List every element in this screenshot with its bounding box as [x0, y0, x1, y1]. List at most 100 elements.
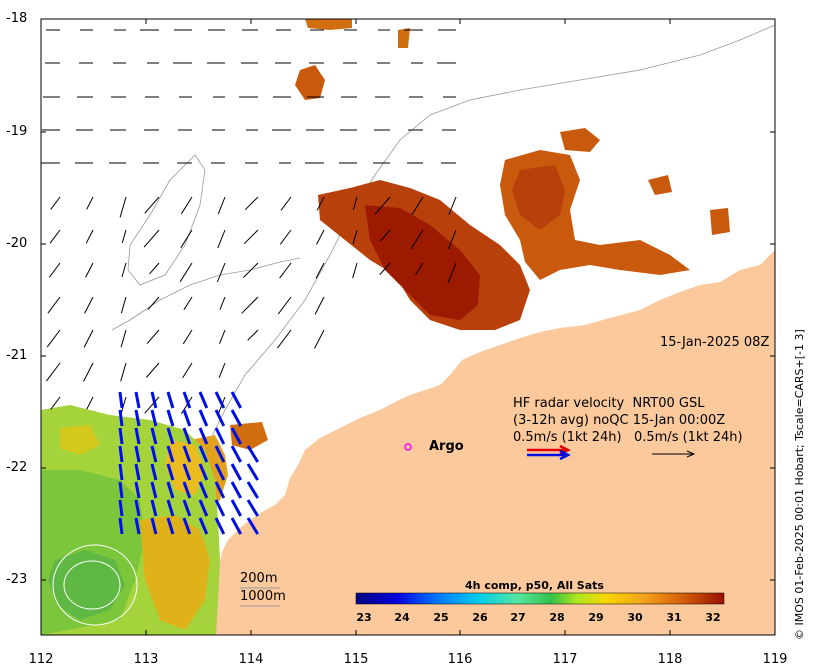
current-vector — [415, 262, 424, 276]
radar-vector — [198, 409, 209, 427]
current-vector — [180, 196, 193, 215]
axis-ticks — [40, 18, 776, 635]
lat-tick-label: -18 — [6, 11, 28, 26]
lon-tick-label: 117 — [552, 652, 578, 667]
colorbar-tick: 28 — [549, 611, 565, 624]
radar-vector — [214, 409, 226, 427]
radar-vector — [134, 445, 141, 463]
current-vector — [247, 329, 259, 341]
radar-vector — [230, 445, 243, 463]
radar-vector — [182, 445, 192, 463]
isobath-1000m — [111, 257, 301, 331]
radar-vector — [214, 391, 226, 409]
radar-vector — [246, 481, 259, 499]
radar-vector — [150, 445, 158, 463]
radar-vector — [134, 463, 141, 481]
current-vector — [86, 396, 94, 410]
lon-tick-label: 116 — [447, 652, 473, 667]
radar-vector — [150, 427, 158, 445]
radar-vector — [150, 463, 158, 481]
colorbar-tick: 27 — [510, 611, 526, 624]
current-vector — [379, 262, 391, 276]
lat-tick-label: -20 — [6, 236, 28, 251]
radar-vector — [198, 499, 209, 517]
radar-vector — [118, 463, 124, 481]
radar-vector — [230, 427, 243, 445]
credit-text: © IMOS 01-Feb-2025 00:01 Hobart; Tscale=… — [793, 329, 806, 640]
current-vector — [182, 329, 193, 345]
current-vector — [182, 362, 193, 379]
current-vector — [47, 296, 61, 314]
radar-vector — [214, 445, 226, 463]
radar-legend-line: 0.5m/s (1kt 24h) 0.5m/s (1kt 24h) — [513, 430, 743, 445]
argo-label: Argo — [429, 439, 464, 454]
colorbar-tick: 31 — [666, 611, 682, 624]
plot-frame — [40, 18, 776, 636]
lat-tick-label: -21 — [6, 348, 28, 363]
current-vector — [149, 262, 160, 275]
current-vector — [352, 196, 358, 211]
current-vector — [48, 262, 61, 278]
current-vector — [243, 262, 259, 278]
current-vector — [447, 229, 457, 250]
colorbar — [355, 592, 725, 605]
lat-tick-label: -19 — [6, 124, 28, 139]
radar-vector — [230, 481, 243, 499]
sst-patches — [41, 19, 730, 635]
legend-arrowhead-black — [686, 450, 696, 458]
radar-vector — [118, 517, 124, 535]
radar-legend: HF radar velocity NRT00 GSL (3-12h avg) … — [513, 395, 743, 446]
current-vector — [410, 229, 424, 250]
current-vector — [277, 296, 292, 315]
radar-vector — [182, 481, 192, 499]
radar-vector — [230, 463, 243, 481]
current-vectors — [41, 29, 457, 418]
current-vector — [315, 262, 325, 279]
radar-vector — [246, 517, 259, 535]
lon-tick-label: 113 — [133, 652, 159, 667]
radar-vector — [166, 463, 175, 481]
current-vector — [119, 196, 127, 218]
current-vector — [447, 262, 457, 284]
colorbar-title: 4h comp, p50, All Sats — [465, 579, 604, 592]
current-vector — [50, 196, 61, 210]
current-vector — [217, 196, 226, 215]
radar-vector — [118, 409, 124, 427]
radar-vector — [150, 499, 158, 517]
current-vector — [85, 262, 94, 278]
current-vector — [279, 229, 292, 245]
radar-vector — [118, 499, 124, 517]
radar-vector — [246, 463, 259, 481]
radar-vector — [246, 499, 259, 517]
radar-vector — [150, 409, 158, 427]
current-vector — [120, 329, 127, 348]
radar-vector — [246, 445, 259, 463]
current-vector — [352, 262, 358, 279]
radar-vector — [214, 463, 226, 481]
current-vector — [121, 229, 127, 244]
colorbar-tick: 26 — [472, 611, 488, 624]
current-vector — [46, 362, 61, 382]
radar-vector — [134, 517, 141, 535]
current-vector — [314, 329, 325, 349]
radar-vector — [182, 391, 192, 409]
current-vector — [85, 229, 94, 244]
radar-vector — [198, 391, 209, 409]
radar-vector — [198, 445, 209, 463]
lon-tick-label: 119 — [762, 652, 788, 667]
radar-vector — [198, 427, 209, 445]
radar-vector — [118, 391, 124, 409]
radar-vector — [214, 499, 226, 517]
current-vector — [316, 196, 325, 211]
current-vector — [316, 229, 325, 245]
radar-vector — [198, 481, 209, 499]
current-vector — [144, 396, 160, 414]
current-vector — [180, 229, 193, 249]
lat-tick-label: -22 — [6, 460, 28, 475]
current-vector — [280, 196, 292, 211]
isobath-1000-label: 1000m — [240, 589, 286, 604]
radar-vector — [134, 409, 141, 427]
current-vector — [86, 196, 94, 210]
radar-legend-line: HF radar velocity NRT00 GSL — [513, 396, 705, 411]
